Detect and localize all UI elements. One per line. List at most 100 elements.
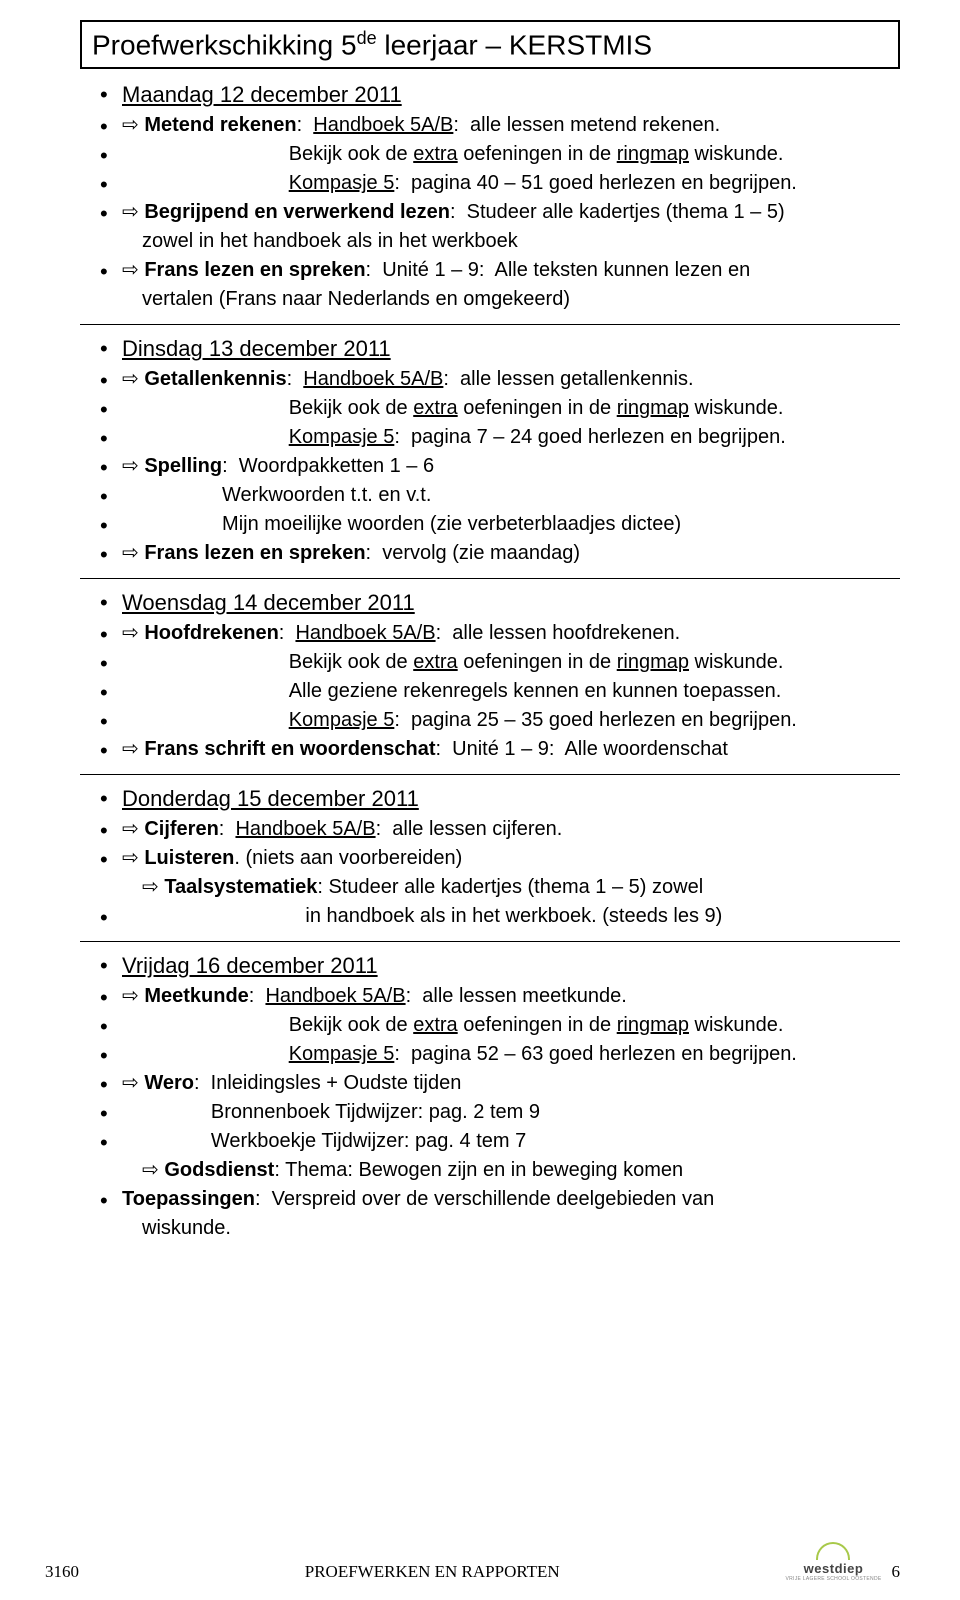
logo-text: westdiep (804, 1561, 864, 1576)
day-block: Maandag 12 december 2011⇨ Metend rekenen… (80, 73, 900, 325)
list-item: Alle geziene rekenregels kennen en kunne… (100, 677, 900, 706)
subject-label: Meetkunde (144, 985, 248, 1007)
underlined-text: Handboek 5A/B (313, 114, 453, 136)
line-text: : (279, 622, 296, 644)
list-item: Mijn moeilijke woorden (zie verbeterblaa… (100, 510, 900, 539)
subject-label: Godsdienst (164, 1159, 274, 1181)
list-item: ⇨ Luisteren. (niets aan voorbereiden) (100, 844, 900, 873)
line-text: : Studeer alle kadertjes (thema 1 – 5) (450, 201, 785, 223)
list-item: ⇨ Meetkunde: Handboek 5A/B: alle lessen … (100, 982, 900, 1011)
list-item: Toepassingen: Verspreid over de verschil… (100, 1185, 900, 1214)
day-heading-item: Donderdag 15 december 2011 (100, 783, 900, 815)
line-text: Werkwoorden t.t. en v.t. (122, 484, 431, 506)
arrow-icon: ⇨ (122, 818, 144, 840)
subject-label: Spelling (144, 455, 222, 477)
list-item: Bronnenboek Tijdwijzer: pag. 2 tem 9 (100, 1098, 900, 1127)
list-item: ⇨ Getallenkennis: Handboek 5A/B: alle le… (100, 365, 900, 394)
line-text: : Woordpakketten 1 – 6 (222, 455, 434, 477)
underlined-text: Kompasje 5 (289, 1043, 395, 1065)
day-heading: Vrijdag 16 december 2011 (122, 953, 378, 978)
continuation-line: zowel in het handboek als in het werkboe… (100, 227, 900, 256)
list-item: Kompasje 5: pagina 7 – 24 goed herlezen … (100, 423, 900, 452)
day-heading-item: Maandag 12 december 2011 (100, 79, 900, 111)
day-heading: Dinsdag 13 december 2011 (122, 336, 391, 361)
subject-label: Frans schrift en woordenschat (144, 738, 435, 760)
line-text: wiskunde. (689, 143, 784, 165)
day-list: Vrijdag 16 december 2011 ⇨ Meetkunde: Han… (80, 950, 900, 1243)
line-text: oefeningen in de (458, 143, 617, 165)
line-text: : (297, 114, 314, 136)
line-text: : Studeer alle kadertjes (thema 1 – 5) z… (317, 876, 703, 898)
line-text: : pagina 7 – 24 goed herlezen en begrijp… (394, 426, 785, 448)
day-list: Woensdag 14 december 2011⇨ Hoofdrekenen:… (80, 587, 900, 764)
underlined-text: Handboek 5A/B (295, 622, 435, 644)
arrow-icon: ⇨ (122, 542, 144, 564)
day-block: Donderdag 15 december 2011 ⇨ Cijferen: Ha… (80, 777, 900, 942)
line-text: wiskunde. (689, 397, 784, 419)
underlined-text: ringmap (617, 651, 689, 673)
underlined-text: Handboek 5A/B (235, 818, 375, 840)
day-heading-item: Vrijdag 16 december 2011 (100, 950, 900, 982)
arrow-icon: ⇨ (122, 114, 144, 136)
arrow-icon: ⇨ (142, 876, 164, 898)
list-item: Werkwoorden t.t. en v.t. (100, 481, 900, 510)
line-text: : alle lessen hoofdrekenen. (436, 622, 681, 644)
line-text: : Unité 1 – 9: Alle woordenschat (436, 738, 728, 760)
list-item: ⇨ Spelling: Woordpakketten 1 – 6 (100, 452, 900, 481)
list-item: ⇨ Begrijpend en verwerkend lezen: Studee… (100, 198, 900, 227)
list-item: Werkboekje Tijdwijzer: pag. 4 tem 7 (100, 1127, 900, 1156)
line-text (122, 426, 289, 448)
line-text: wiskunde. (689, 651, 784, 673)
underlined-text: Kompasje 5 (289, 709, 395, 731)
schedule-container: Maandag 12 december 2011⇨ Metend rekenen… (80, 73, 900, 1253)
line-text: wiskunde. (689, 1014, 784, 1036)
arrow-icon: ⇨ (122, 259, 144, 281)
subject-label: Getallenkennis (144, 368, 286, 390)
line-text: : (287, 368, 304, 390)
arrow-icon: ⇨ (122, 368, 144, 390)
line-text: oefeningen in de (458, 651, 617, 673)
line-text: Bekijk ook de (122, 1014, 413, 1036)
arrow-icon: ⇨ (122, 622, 144, 644)
underlined-text: Handboek 5A/B (303, 368, 443, 390)
underlined-text: ringmap (617, 1014, 689, 1036)
footer-left: 3160 (45, 1562, 79, 1582)
line-text: Werkboekje Tijdwijzer: pag. 4 tem 7 (122, 1130, 526, 1152)
title-sup: de (357, 28, 377, 48)
underlined-text: extra (413, 397, 457, 419)
line-text: in handboek als in het werkboek. (steeds… (122, 905, 722, 927)
line-text: oefeningen in de (458, 397, 617, 419)
school-logo: westdiep VRIJE LAGERE SCHOOL OOSTENDE (785, 1542, 881, 1582)
list-item: Kompasje 5: pagina 40 – 51 goed herlezen… (100, 169, 900, 198)
subject-label: Toepassingen (122, 1188, 255, 1210)
line-text: Bekijk ook de (122, 143, 413, 165)
subject-label: Cijferen (144, 818, 218, 840)
underlined-text: ringmap (617, 397, 689, 419)
arrow-icon: ⇨ (142, 1159, 164, 1181)
arrow-icon: ⇨ (122, 985, 144, 1007)
line-text: : (219, 818, 236, 840)
subject-label: Luisteren (144, 847, 234, 869)
footer-center: PROEFWERKEN EN RAPPORTEN (79, 1562, 785, 1582)
subject-label: Frans lezen en spreken (144, 542, 365, 564)
line-text: : pagina 40 – 51 goed herlezen en begrij… (394, 172, 797, 194)
day-heading: Donderdag 15 december 2011 (122, 786, 419, 811)
day-block: Vrijdag 16 december 2011 ⇨ Meetkunde: Han… (80, 944, 900, 1253)
list-item: ⇨ Cijferen: Handboek 5A/B: alle lessen c… (100, 815, 900, 844)
underlined-text: extra (413, 651, 457, 673)
continuation-line: vertalen (Frans naar Nederlands en omgek… (100, 285, 900, 314)
title-pre: Proefwerkschikking 5 (92, 29, 357, 60)
list-item: Kompasje 5: pagina 52 – 63 goed herlezen… (100, 1040, 900, 1069)
sub-line: ⇨ Taalsystematiek: Studeer alle kadertje… (100, 873, 900, 902)
title-post: leerjaar – KERSTMIS (377, 29, 652, 60)
list-item: Bekijk ook de extra oefeningen in de rin… (100, 140, 900, 169)
line-text: : Thema: Bewogen zijn en in beweging kom… (274, 1159, 683, 1181)
line-text: . (niets aan voorbereiden) (234, 847, 462, 869)
underlined-text: extra (413, 143, 457, 165)
list-item: Kompasje 5: pagina 25 – 35 goed herlezen… (100, 706, 900, 735)
line-text: Bekijk ook de (122, 651, 413, 673)
underlined-text: ringmap (617, 143, 689, 165)
day-list: Dinsdag 13 december 2011 ⇨ Getallenkennis… (80, 333, 900, 568)
day-heading: Maandag 12 december 2011 (122, 82, 402, 107)
line-text: Bronnenboek Tijdwijzer: pag. 2 tem 9 (122, 1101, 540, 1123)
